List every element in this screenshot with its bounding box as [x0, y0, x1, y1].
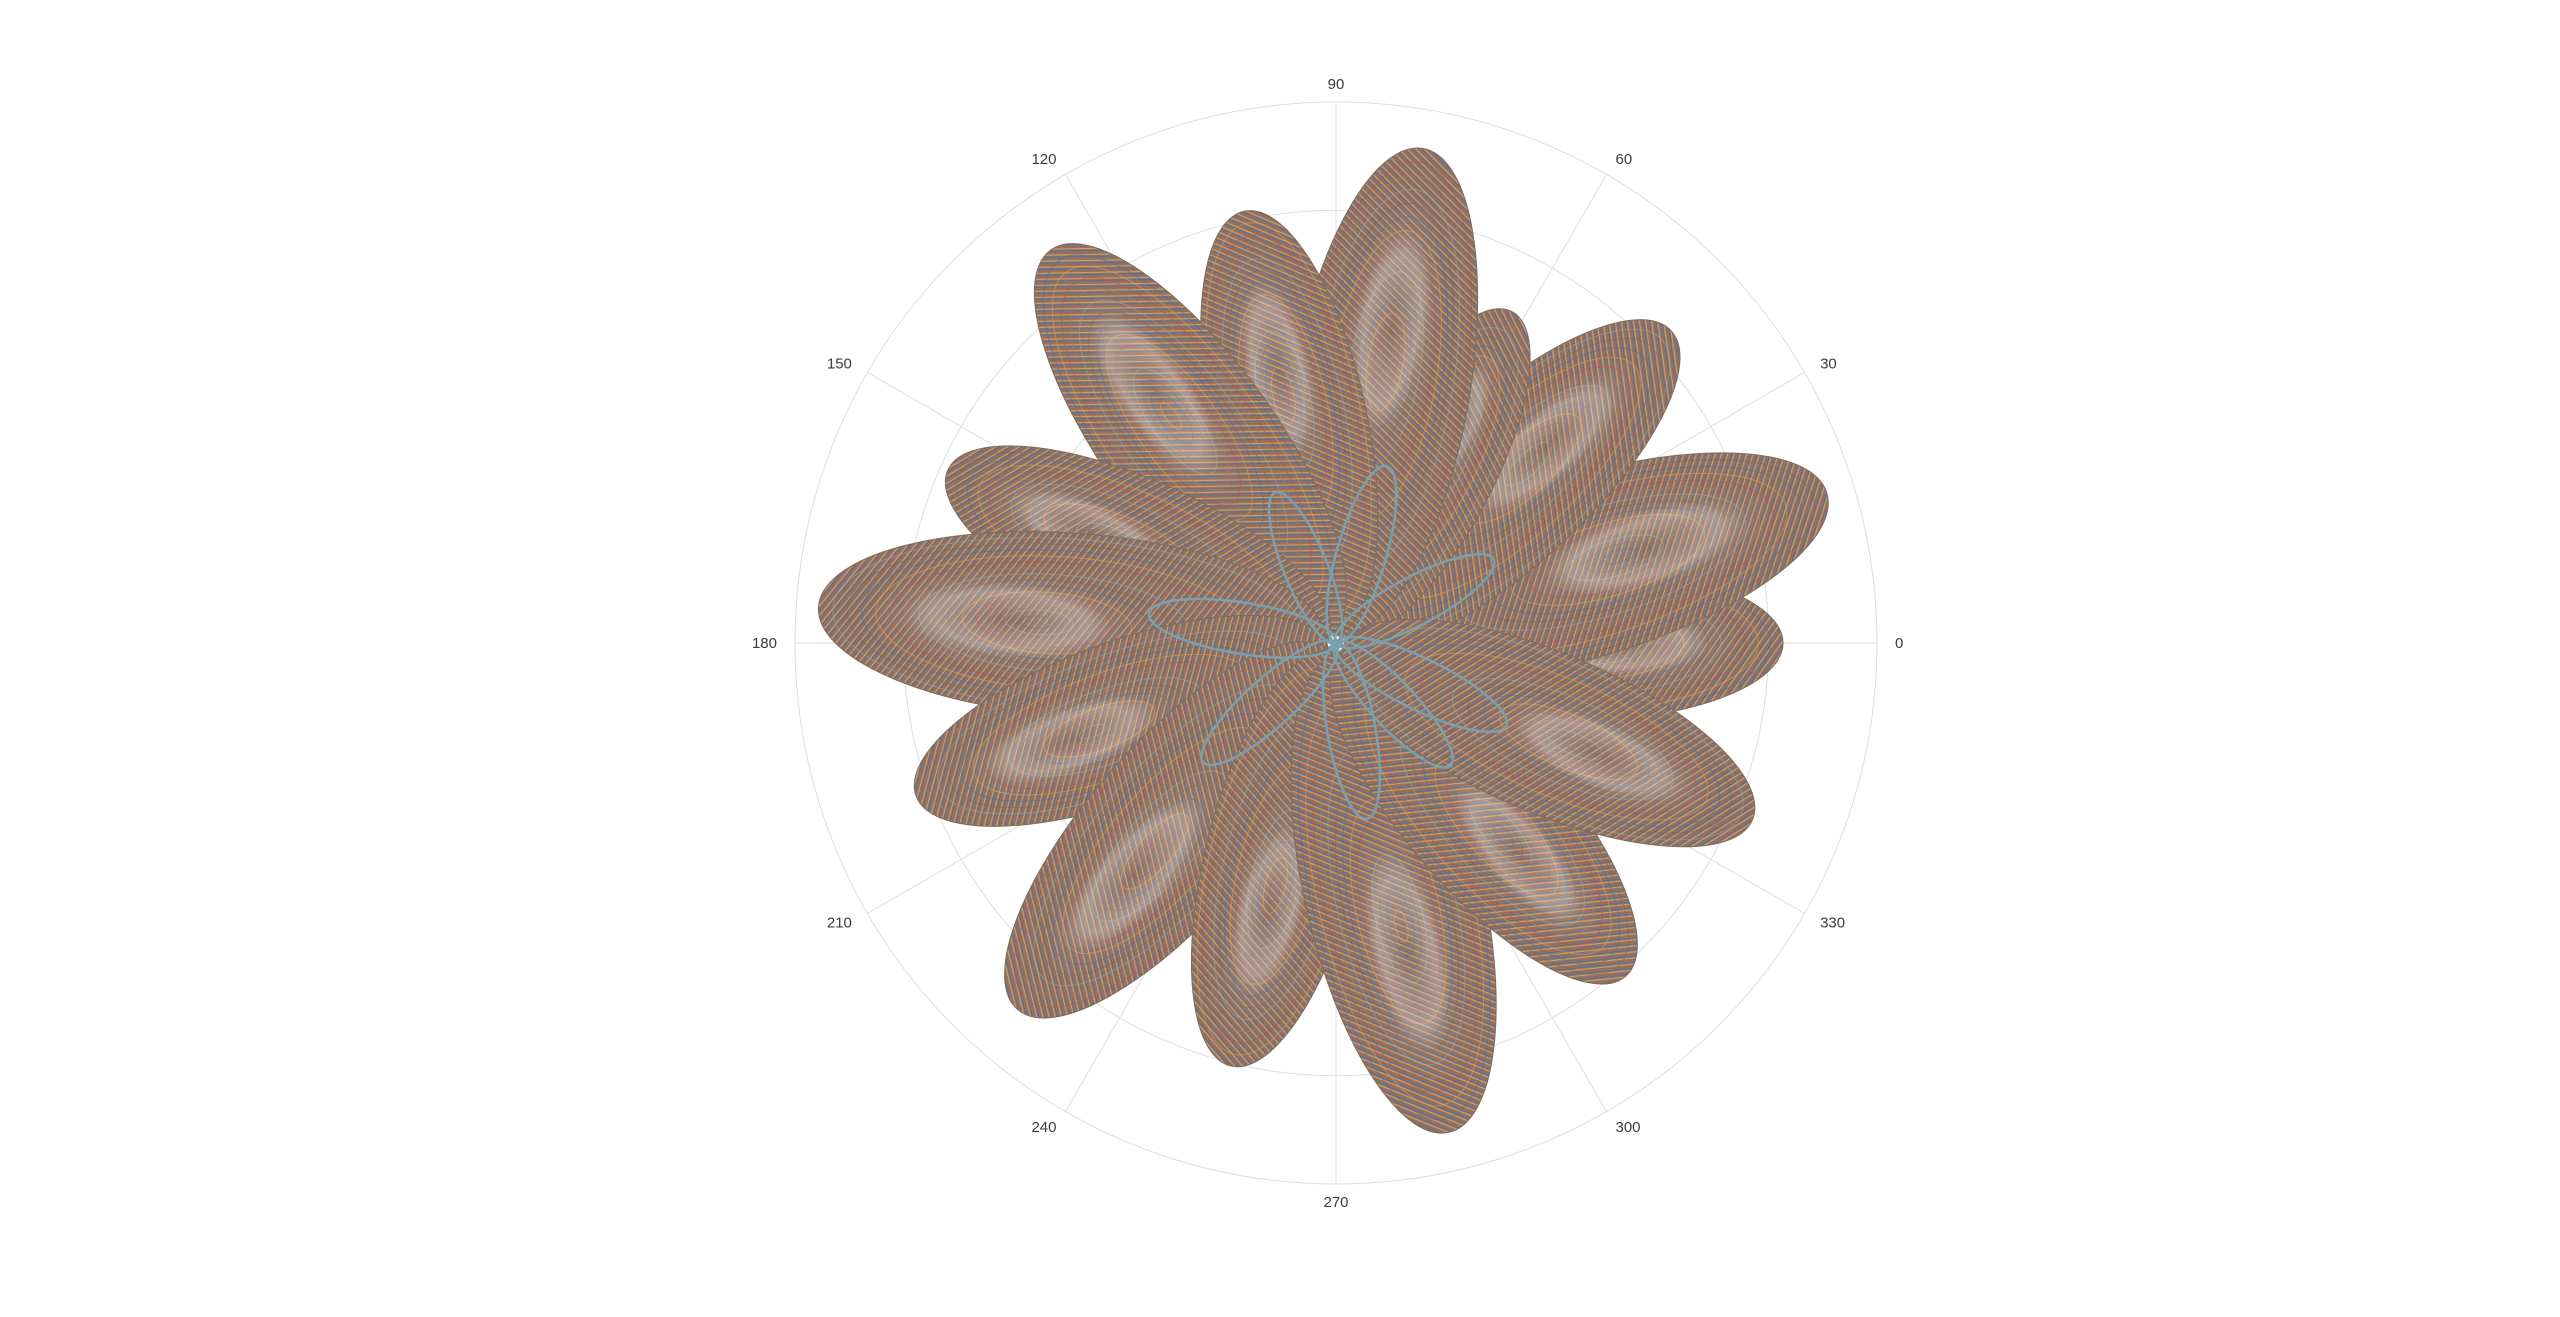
outer-petal-curve	[1420, 661, 1697, 814]
angular-tick-label: 60	[1616, 151, 1633, 168]
angular-tick-label: 120	[1031, 151, 1056, 168]
outer-petal	[817, 531, 1327, 719]
outer-petal	[1341, 618, 1756, 848]
angular-tick-label: 150	[827, 356, 852, 373]
angular-tick-label: 90	[1328, 76, 1345, 93]
outer-petal-curve	[1372, 635, 1732, 834]
angular-tick-label: 180	[752, 635, 777, 652]
outer-petal-curve	[1451, 677, 1674, 801]
outer-petal-sheen	[1219, 795, 1320, 1025]
angular-tick-label: 210	[827, 915, 852, 932]
outer-petal-curve	[1096, 322, 1265, 536]
angular-tick-label: 330	[1820, 915, 1845, 932]
outer-petal-sheen	[1069, 285, 1242, 505]
angular-tick-label: 0	[1895, 635, 1903, 652]
angular-tick-label: 30	[1820, 356, 1837, 373]
outer-petal-sheen	[1513, 485, 1780, 611]
outer-petal-curve	[1436, 669, 1686, 808]
outer-petal-sheen	[869, 569, 1149, 672]
outer-petal-sheen	[1351, 819, 1464, 1085]
inner-rose-series	[1147, 464, 1509, 821]
angular-tick-label: 270	[1323, 1194, 1348, 1211]
center-point	[1332, 639, 1340, 647]
outer-petal-sheen	[1337, 196, 1445, 464]
angular-tick-label: 240	[1031, 1119, 1056, 1136]
angular-tick-label: 300	[1616, 1119, 1641, 1136]
outer-petal-curve	[1388, 644, 1721, 828]
outer-petal-sheen	[1434, 759, 1604, 948]
outer-petal-sheen	[1485, 692, 1713, 818]
outer-petal-sheen	[1452, 355, 1644, 536]
angular-tick-labels: 0 30 60 90 120 150 180 210 240 270 300 330	[752, 76, 1903, 1211]
outer-petal	[913, 614, 1331, 827]
outer-petal-sheen	[956, 681, 1185, 798]
outer-petal-curve	[1357, 627, 1744, 841]
outer-petal-sheen	[1041, 771, 1228, 979]
